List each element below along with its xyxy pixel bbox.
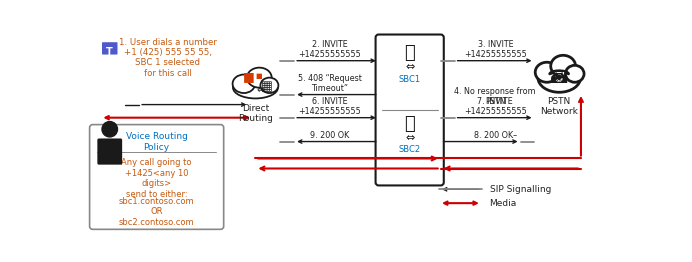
- Text: sbc1.contoso.com
OR
sbc2.contoso.com: sbc1.contoso.com OR sbc2.contoso.com: [119, 197, 194, 227]
- Text: 3. INVITE
+14255555555: 3. INVITE +14255555555: [464, 40, 527, 59]
- Text: ⇔: ⇔: [256, 85, 264, 95]
- Ellipse shape: [233, 75, 255, 93]
- Text: ⬛: ⬛: [404, 115, 415, 133]
- Text: SBC2: SBC2: [399, 145, 421, 154]
- Text: 6. INVITE
+14255555555: 6. INVITE +14255555555: [298, 97, 361, 116]
- FancyBboxPatch shape: [102, 42, 118, 54]
- Ellipse shape: [565, 65, 584, 82]
- Text: 9. 200 OK: 9. 200 OK: [310, 131, 349, 140]
- Text: SIP Signalling: SIP Signalling: [489, 185, 551, 194]
- Text: ⬛: ⬛: [404, 44, 415, 62]
- Text: 2. INVITE
+14255555555: 2. INVITE +14255555555: [298, 40, 361, 59]
- Text: Any call going to
+1425<any 10
digits>
send to either:: Any call going to +1425<any 10 digits> s…: [121, 159, 192, 199]
- Text: 8. 200 OK–: 8. 200 OK–: [474, 131, 517, 140]
- Text: ■: ■: [255, 73, 262, 79]
- Ellipse shape: [551, 55, 576, 77]
- FancyBboxPatch shape: [376, 35, 444, 185]
- Text: 4. No response from
PSTN: 4. No response from PSTN: [455, 87, 536, 106]
- Text: 7. INVITE
+14255555555: 7. INVITE +14255555555: [464, 97, 527, 116]
- Text: PSTN
Network: PSTN Network: [540, 97, 579, 116]
- Text: Media: Media: [489, 199, 517, 208]
- Ellipse shape: [260, 78, 278, 93]
- Text: ■: ■: [244, 70, 255, 83]
- Text: Voice Routing
Policy: Voice Routing Policy: [126, 132, 188, 152]
- FancyBboxPatch shape: [98, 139, 122, 165]
- Ellipse shape: [535, 62, 558, 82]
- Text: Direct
Routing: Direct Routing: [238, 104, 273, 123]
- Text: ⇔: ⇔: [405, 133, 415, 143]
- Text: ⇔: ⇔: [405, 62, 415, 72]
- Ellipse shape: [247, 68, 272, 88]
- Text: ▦: ▦: [260, 80, 272, 93]
- Text: 5. 408 “Request
Timeout”: 5. 408 “Request Timeout”: [298, 74, 361, 93]
- Text: T: T: [107, 47, 113, 57]
- Ellipse shape: [538, 63, 581, 92]
- Text: SBC1: SBC1: [399, 75, 421, 84]
- FancyBboxPatch shape: [89, 125, 224, 229]
- Circle shape: [102, 122, 118, 137]
- Ellipse shape: [233, 77, 278, 99]
- Text: 1. User dials a number
+1 (425) 555 55 55,
SBC 1 selected
for this call: 1. User dials a number +1 (425) 555 55 5…: [119, 38, 217, 78]
- Text: ☎: ☎: [547, 68, 572, 87]
